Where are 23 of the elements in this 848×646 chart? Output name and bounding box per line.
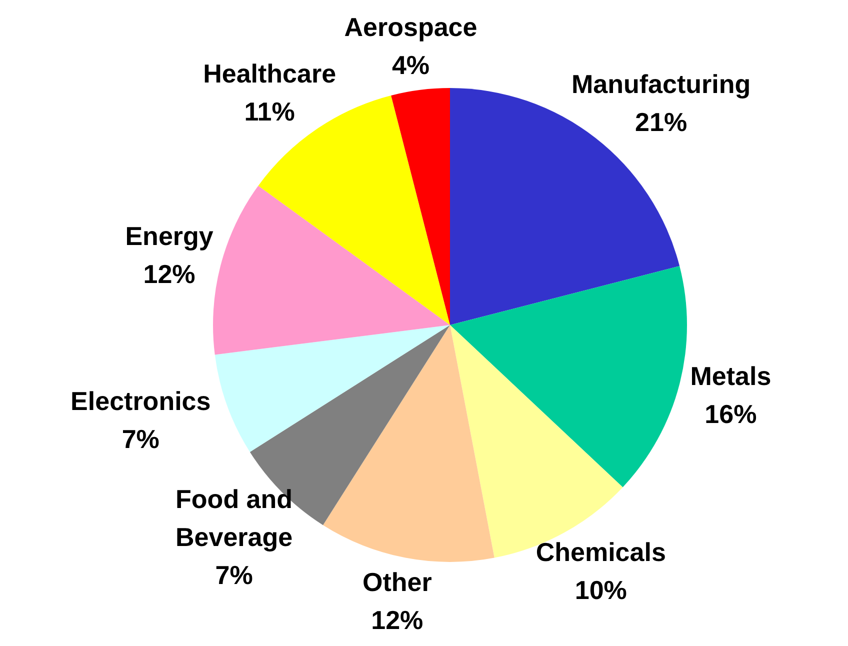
- data-label: 11%: [244, 96, 295, 127]
- data-label: 12%: [371, 605, 424, 636]
- slice-label: Aerospace: [344, 12, 478, 42]
- data-label: 12%: [143, 259, 196, 290]
- pie-slice: [391, 88, 450, 325]
- slice-label: Energy: [125, 221, 214, 252]
- pie-slice: [323, 325, 494, 562]
- slice-label: Manufacturing: [572, 68, 751, 99]
- slice-label: Other: [362, 567, 432, 598]
- slice-label: Chemicals: [536, 537, 666, 568]
- data-label: 16%: [704, 398, 757, 429]
- data-label: 4%: [392, 50, 430, 80]
- data-label: 7%: [215, 560, 253, 590]
- slice-label: Metals: [690, 360, 772, 391]
- pie-slice: [214, 325, 450, 452]
- data-label: 21%: [635, 106, 688, 137]
- pie-slice: [213, 186, 450, 355]
- data-label: 7%: [122, 424, 160, 454]
- slice-label: Electronics: [70, 386, 211, 416]
- pie-slice: [450, 266, 687, 488]
- slice-label: Healthcare: [203, 58, 336, 89]
- data-label: 10%: [574, 575, 627, 606]
- slice-label: Food and Beverage: [176, 484, 293, 552]
